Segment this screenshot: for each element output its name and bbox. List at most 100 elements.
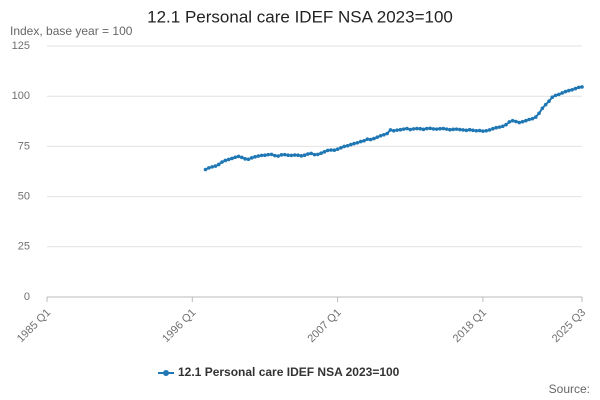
point — [342, 144, 347, 149]
point — [273, 153, 277, 158]
point — [312, 152, 317, 157]
point — [352, 141, 356, 146]
point — [494, 125, 498, 130]
x-tick-label: 1996 Q1 — [160, 307, 198, 345]
point — [573, 86, 578, 91]
point — [570, 87, 574, 92]
point — [540, 106, 545, 111]
point — [233, 155, 238, 160]
point — [316, 152, 320, 157]
point — [358, 139, 363, 144]
point — [276, 154, 280, 158]
point — [527, 117, 531, 122]
point — [477, 128, 482, 133]
point — [444, 127, 449, 131]
point — [279, 153, 284, 157]
point — [530, 116, 535, 121]
point — [500, 124, 505, 129]
point — [309, 151, 313, 156]
point — [230, 156, 234, 161]
x-tick-label: 1985 Q1 — [15, 307, 53, 345]
point — [249, 156, 254, 160]
point — [306, 152, 310, 156]
point — [520, 119, 525, 124]
point — [421, 127, 426, 132]
point — [458, 127, 462, 132]
point — [385, 131, 389, 136]
point — [339, 146, 343, 150]
point — [424, 126, 429, 131]
point — [296, 153, 300, 158]
point — [405, 126, 409, 131]
point — [289, 153, 294, 158]
point — [253, 155, 257, 159]
point — [451, 127, 456, 132]
point — [286, 153, 290, 158]
y-tick-label: 125 — [12, 40, 30, 52]
point — [325, 148, 330, 153]
point — [487, 128, 492, 132]
point — [484, 128, 489, 133]
point — [391, 128, 396, 133]
point — [243, 157, 247, 161]
point — [220, 160, 224, 164]
point — [504, 122, 508, 127]
point — [240, 155, 244, 160]
chart-title: 12.1 Personal care IDEF NSA 2023=100 — [147, 7, 453, 26]
point — [216, 162, 221, 167]
point — [411, 127, 416, 131]
point — [263, 153, 267, 158]
point — [365, 137, 370, 141]
point — [474, 128, 479, 133]
point — [299, 154, 304, 158]
point — [382, 132, 386, 137]
point — [431, 127, 436, 131]
point — [448, 127, 452, 132]
source: Source: — [549, 382, 590, 396]
point — [236, 154, 241, 159]
point — [408, 127, 413, 132]
point — [510, 118, 515, 123]
point — [349, 142, 353, 147]
point — [223, 158, 228, 163]
point — [507, 120, 512, 124]
point — [464, 128, 469, 133]
point — [226, 157, 231, 162]
point — [537, 111, 541, 116]
y-tick-label: 0 — [24, 291, 30, 303]
point — [282, 152, 287, 157]
point — [266, 152, 271, 157]
point — [259, 153, 264, 158]
point — [514, 119, 518, 124]
point — [580, 85, 584, 89]
point — [524, 118, 528, 123]
x-tick-label: 2007 Q1 — [305, 307, 343, 345]
point — [213, 164, 218, 168]
point — [256, 154, 261, 158]
point — [434, 127, 439, 131]
point — [246, 157, 251, 162]
x-tick-label: 2018 Q1 — [451, 307, 489, 345]
point — [576, 85, 581, 90]
x-tick-label: 2025 Q3 — [550, 307, 588, 345]
point — [362, 138, 366, 143]
point — [302, 153, 307, 158]
point — [415, 126, 419, 131]
point — [329, 148, 333, 152]
point — [355, 140, 360, 145]
point — [566, 88, 571, 93]
legend-label: 12.1 Personal care IDEF NSA 2023=100 — [178, 365, 400, 379]
y-tick-label: 100 — [12, 90, 30, 102]
point — [428, 126, 432, 131]
y-tick-label: 75 — [18, 140, 30, 152]
point — [401, 127, 406, 131]
point — [398, 127, 403, 132]
point — [557, 92, 561, 97]
point — [441, 126, 446, 131]
point — [467, 127, 472, 132]
point — [471, 128, 475, 133]
point — [322, 150, 327, 154]
point — [378, 133, 383, 138]
point — [395, 128, 399, 132]
